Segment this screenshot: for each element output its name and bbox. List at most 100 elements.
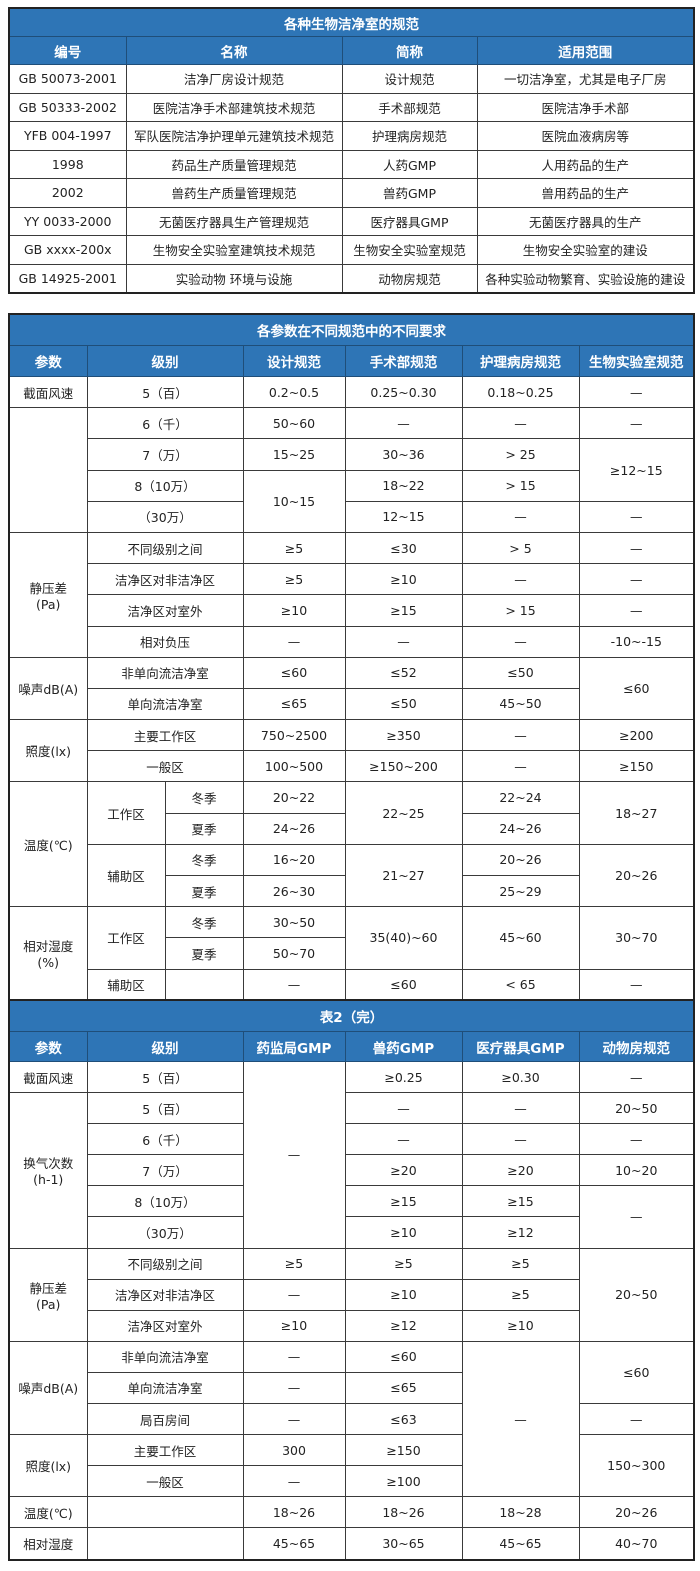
table-cell: 主要工作区 xyxy=(86,719,244,752)
table-cell: 相对湿度 xyxy=(8,1527,88,1560)
table-cell: 无菌医疗器具生产管理规范 xyxy=(125,206,343,236)
table-cell: 噪声dB(A) xyxy=(8,1340,88,1436)
table-cell: > 15 xyxy=(461,469,580,502)
table-cell: 单向流洁净室 xyxy=(86,687,244,721)
table-cell: 单向流洁净室 xyxy=(86,1371,244,1405)
table-row: 一般区 100~500 ≥150~200— ≥150 xyxy=(9,750,695,783)
table-cell: — xyxy=(461,563,580,596)
table-row: 2002 兽药生产质量管理规范 兽药GMP 兽用药品的生产 xyxy=(8,178,695,208)
table-cell: 生物安全实验室建筑技术规范 xyxy=(125,235,343,265)
table-row: YFB 004-1997 军队医院洁净护理单元建筑技术规范 护理病房规范 医院血液病房… xyxy=(8,121,695,151)
table-cell: 30~70 xyxy=(578,906,695,970)
table-row: 7（万） ≥20 ≥20 10~20 xyxy=(9,1154,695,1187)
table-cell: （30万） xyxy=(86,1216,244,1249)
table-cell: 一般区 xyxy=(86,1465,244,1498)
table-cell: 50~70 xyxy=(242,937,346,970)
table-cell: > 25 xyxy=(461,438,580,471)
table-cell: > 5 xyxy=(461,531,580,565)
table-cell: 不同级别之间 xyxy=(86,531,244,565)
table-cell: 相对负压 xyxy=(86,625,244,658)
table-cell: 0.18~0.25 xyxy=(461,375,580,409)
table-cell: 局百房间 xyxy=(86,1403,244,1436)
table-cell: ≥20 xyxy=(461,1154,580,1187)
table-cell: ≥150 xyxy=(344,1434,463,1467)
table-cell: ≥10 xyxy=(344,1278,463,1311)
table-cell: ≥200 xyxy=(578,719,695,752)
table-cell: ≥5 xyxy=(242,1247,346,1280)
table-cell: 兽药GMP xyxy=(341,178,478,208)
table-cell: ≤60 xyxy=(578,656,695,721)
table-cell: 照度(lx) xyxy=(8,719,88,783)
table-cell: ≥5 xyxy=(242,563,346,596)
table-cell: 30~36 xyxy=(344,438,463,471)
table-row: 单向流洁净室 ≤65 ≤50 45~50 xyxy=(9,687,694,721)
table-cell: （30万） xyxy=(86,500,244,533)
table-cell: 15~25 xyxy=(242,438,346,471)
table-cell: 35(40)~60 xyxy=(344,906,463,970)
table-cell: ≥150 xyxy=(578,750,695,783)
column-header: 级别 xyxy=(86,1031,244,1062)
table-row: 7（万） 15~25 30~36 > 25 ≥12~15 xyxy=(9,438,695,502)
table-cell: 一般区 xyxy=(86,750,244,783)
cleanroom-standards-table: 各种生物洁净室的规范 编号 名称 简称 适用范围 GB 50073-2001 洁净厂房设计规… xyxy=(8,7,695,294)
table-cell: 100~500 xyxy=(242,750,346,783)
table-cell: ≥10 xyxy=(344,1216,463,1249)
table-row: 相对负压 — — — -10~-15 xyxy=(9,625,695,658)
table-cell: 5（百） xyxy=(86,1060,244,1094)
table-row: 6（千） 50~60— — — xyxy=(8,407,695,533)
table-cell: ≥100 xyxy=(344,1465,463,1498)
table-cell: 20~26 xyxy=(461,843,580,877)
table-cell: — xyxy=(242,1061,346,1249)
table-row: （30万） 12~15— — xyxy=(9,500,695,533)
table-row: 1998 药品生产质量管理规范 人药GMP 人用药品的生产 xyxy=(8,149,695,179)
table-row: GB 14925-2001 实验动物 环境与设施 动物房规范 各种实验动物繁育、实验设… xyxy=(8,263,695,294)
table-cell: 18~28 xyxy=(461,1496,580,1529)
table-cell: ≥5 xyxy=(461,1247,580,1280)
table-cell: 24~26 xyxy=(242,812,346,845)
table-row: GB xxxx-200x 生物安全实验室建筑技术规范 生物安全实验室规范 生物安全实验… xyxy=(8,235,695,265)
table-cell: — xyxy=(578,407,695,440)
table-cell: 相对湿度 (%) xyxy=(8,906,88,1002)
table-row: 静压差 (Pa) 不同级别之间 ≥5 ≥5 ≥5 20~50 xyxy=(8,1247,695,1342)
table-cell: 药品生产质量管理规范 xyxy=(125,149,343,179)
table-row: 洁净区对室外 ≥10 ≥12 ≥10 xyxy=(9,1309,694,1342)
table-cell: 夏季 xyxy=(164,874,244,908)
table-cell: 10~20 xyxy=(578,1154,695,1187)
table-cell: 22~24 xyxy=(461,781,580,814)
table-cell: > 15 xyxy=(461,594,580,627)
table-cell: 20~26 xyxy=(578,843,695,908)
table-cell: — xyxy=(242,1340,346,1373)
table-cell: 洁净区对非洁净区 xyxy=(86,563,244,596)
table-cell: 16~20 xyxy=(242,843,346,877)
column-header: 参数 xyxy=(8,1031,88,1062)
table-cell: 换气次数 (h-1) xyxy=(8,1092,88,1249)
table-cell: 医疗器具GMP xyxy=(341,206,478,236)
table-cell: 45~50 xyxy=(461,687,580,721)
column-header: 兽药GMP xyxy=(344,1031,463,1062)
table-cell: 300 xyxy=(242,1434,346,1467)
table-cell: ≥150~200 xyxy=(344,750,463,783)
table-cell: 150~300 xyxy=(578,1434,695,1498)
table-cell: 26~30 xyxy=(242,874,346,908)
table-row: 温度(℃) 18~26 18~26 18~28 20~26 xyxy=(8,1496,695,1529)
table-cell: GB 14925-2001 xyxy=(8,263,127,294)
table-cell: 5（百） xyxy=(86,375,244,409)
table-title: 各参数在不同规范中的不同要求 xyxy=(8,313,695,346)
table-cell: -10~-15 xyxy=(578,625,695,658)
table-cell: 非单向流洁净室 xyxy=(86,1340,244,1373)
table-cell: — xyxy=(242,1371,346,1405)
table-cell: ≤52 xyxy=(344,656,463,689)
table-cell: ≤60 xyxy=(344,968,463,1002)
table-cell: ≥0.30 xyxy=(461,1060,580,1094)
table-cell: — xyxy=(344,1123,463,1156)
column-header: 药监局GMP xyxy=(242,1031,346,1062)
table-row: 8（10万） ≥15 ≥15— xyxy=(9,1185,695,1249)
table-cell: 非单向流洁净室 xyxy=(86,656,244,689)
table-cell: 50~60 xyxy=(242,407,346,440)
table-cell: ≥15 xyxy=(344,594,463,627)
table-cell: 温度(℃) xyxy=(8,1496,88,1529)
table-row: 夏季 24~26 24~26 xyxy=(9,812,694,845)
table-title-row: 各种生物洁净室的规范 xyxy=(8,7,695,37)
table-cell: 军队医院洁净护理单元建筑技术规范 xyxy=(125,121,343,151)
table-cell: ≤60 xyxy=(578,1340,695,1405)
